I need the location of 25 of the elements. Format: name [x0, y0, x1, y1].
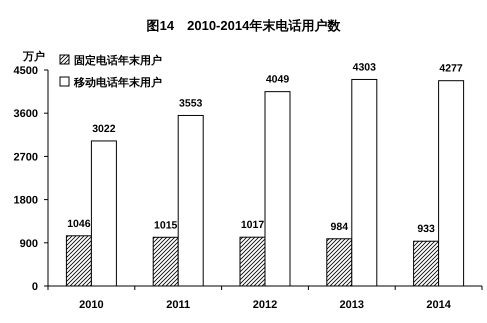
data-label: 933 — [417, 223, 436, 236]
data-label: 1015 — [154, 219, 178, 232]
data-label: 1017 — [240, 219, 264, 232]
data-label: 984 — [330, 220, 348, 233]
x-tick-label: 2014 — [426, 299, 452, 311]
data-label: 3022 — [92, 122, 116, 135]
data-label: 4049 — [266, 74, 290, 86]
legend-label: 固定电话年末用户 — [74, 54, 162, 67]
data-label: 4303 — [352, 61, 376, 74]
data-label: 1046 — [67, 218, 91, 230]
y-tick-label: 0 — [32, 281, 38, 293]
y-tick-label: 2700 — [14, 151, 38, 164]
y-tick-label: 1800 — [14, 194, 38, 207]
y-tick-label: 900 — [20, 238, 38, 250]
legend-label: 移动电话年末用户 — [73, 76, 162, 89]
title: 图14 2010-2014年末电话用户数 — [146, 18, 340, 33]
data-label: 4277 — [439, 62, 463, 75]
ylabel: 万户 — [23, 51, 45, 63]
x-tick-label: 2012 — [252, 299, 278, 311]
x-tick-label: 2011 — [166, 299, 190, 311]
y-tick-label: 3600 — [14, 108, 38, 120]
data-label: 3553 — [179, 97, 203, 110]
x-tick-label: 2013 — [340, 299, 364, 311]
x-tick-label: 2010 — [79, 299, 104, 311]
y-tick-label: 4500 — [14, 65, 38, 77]
